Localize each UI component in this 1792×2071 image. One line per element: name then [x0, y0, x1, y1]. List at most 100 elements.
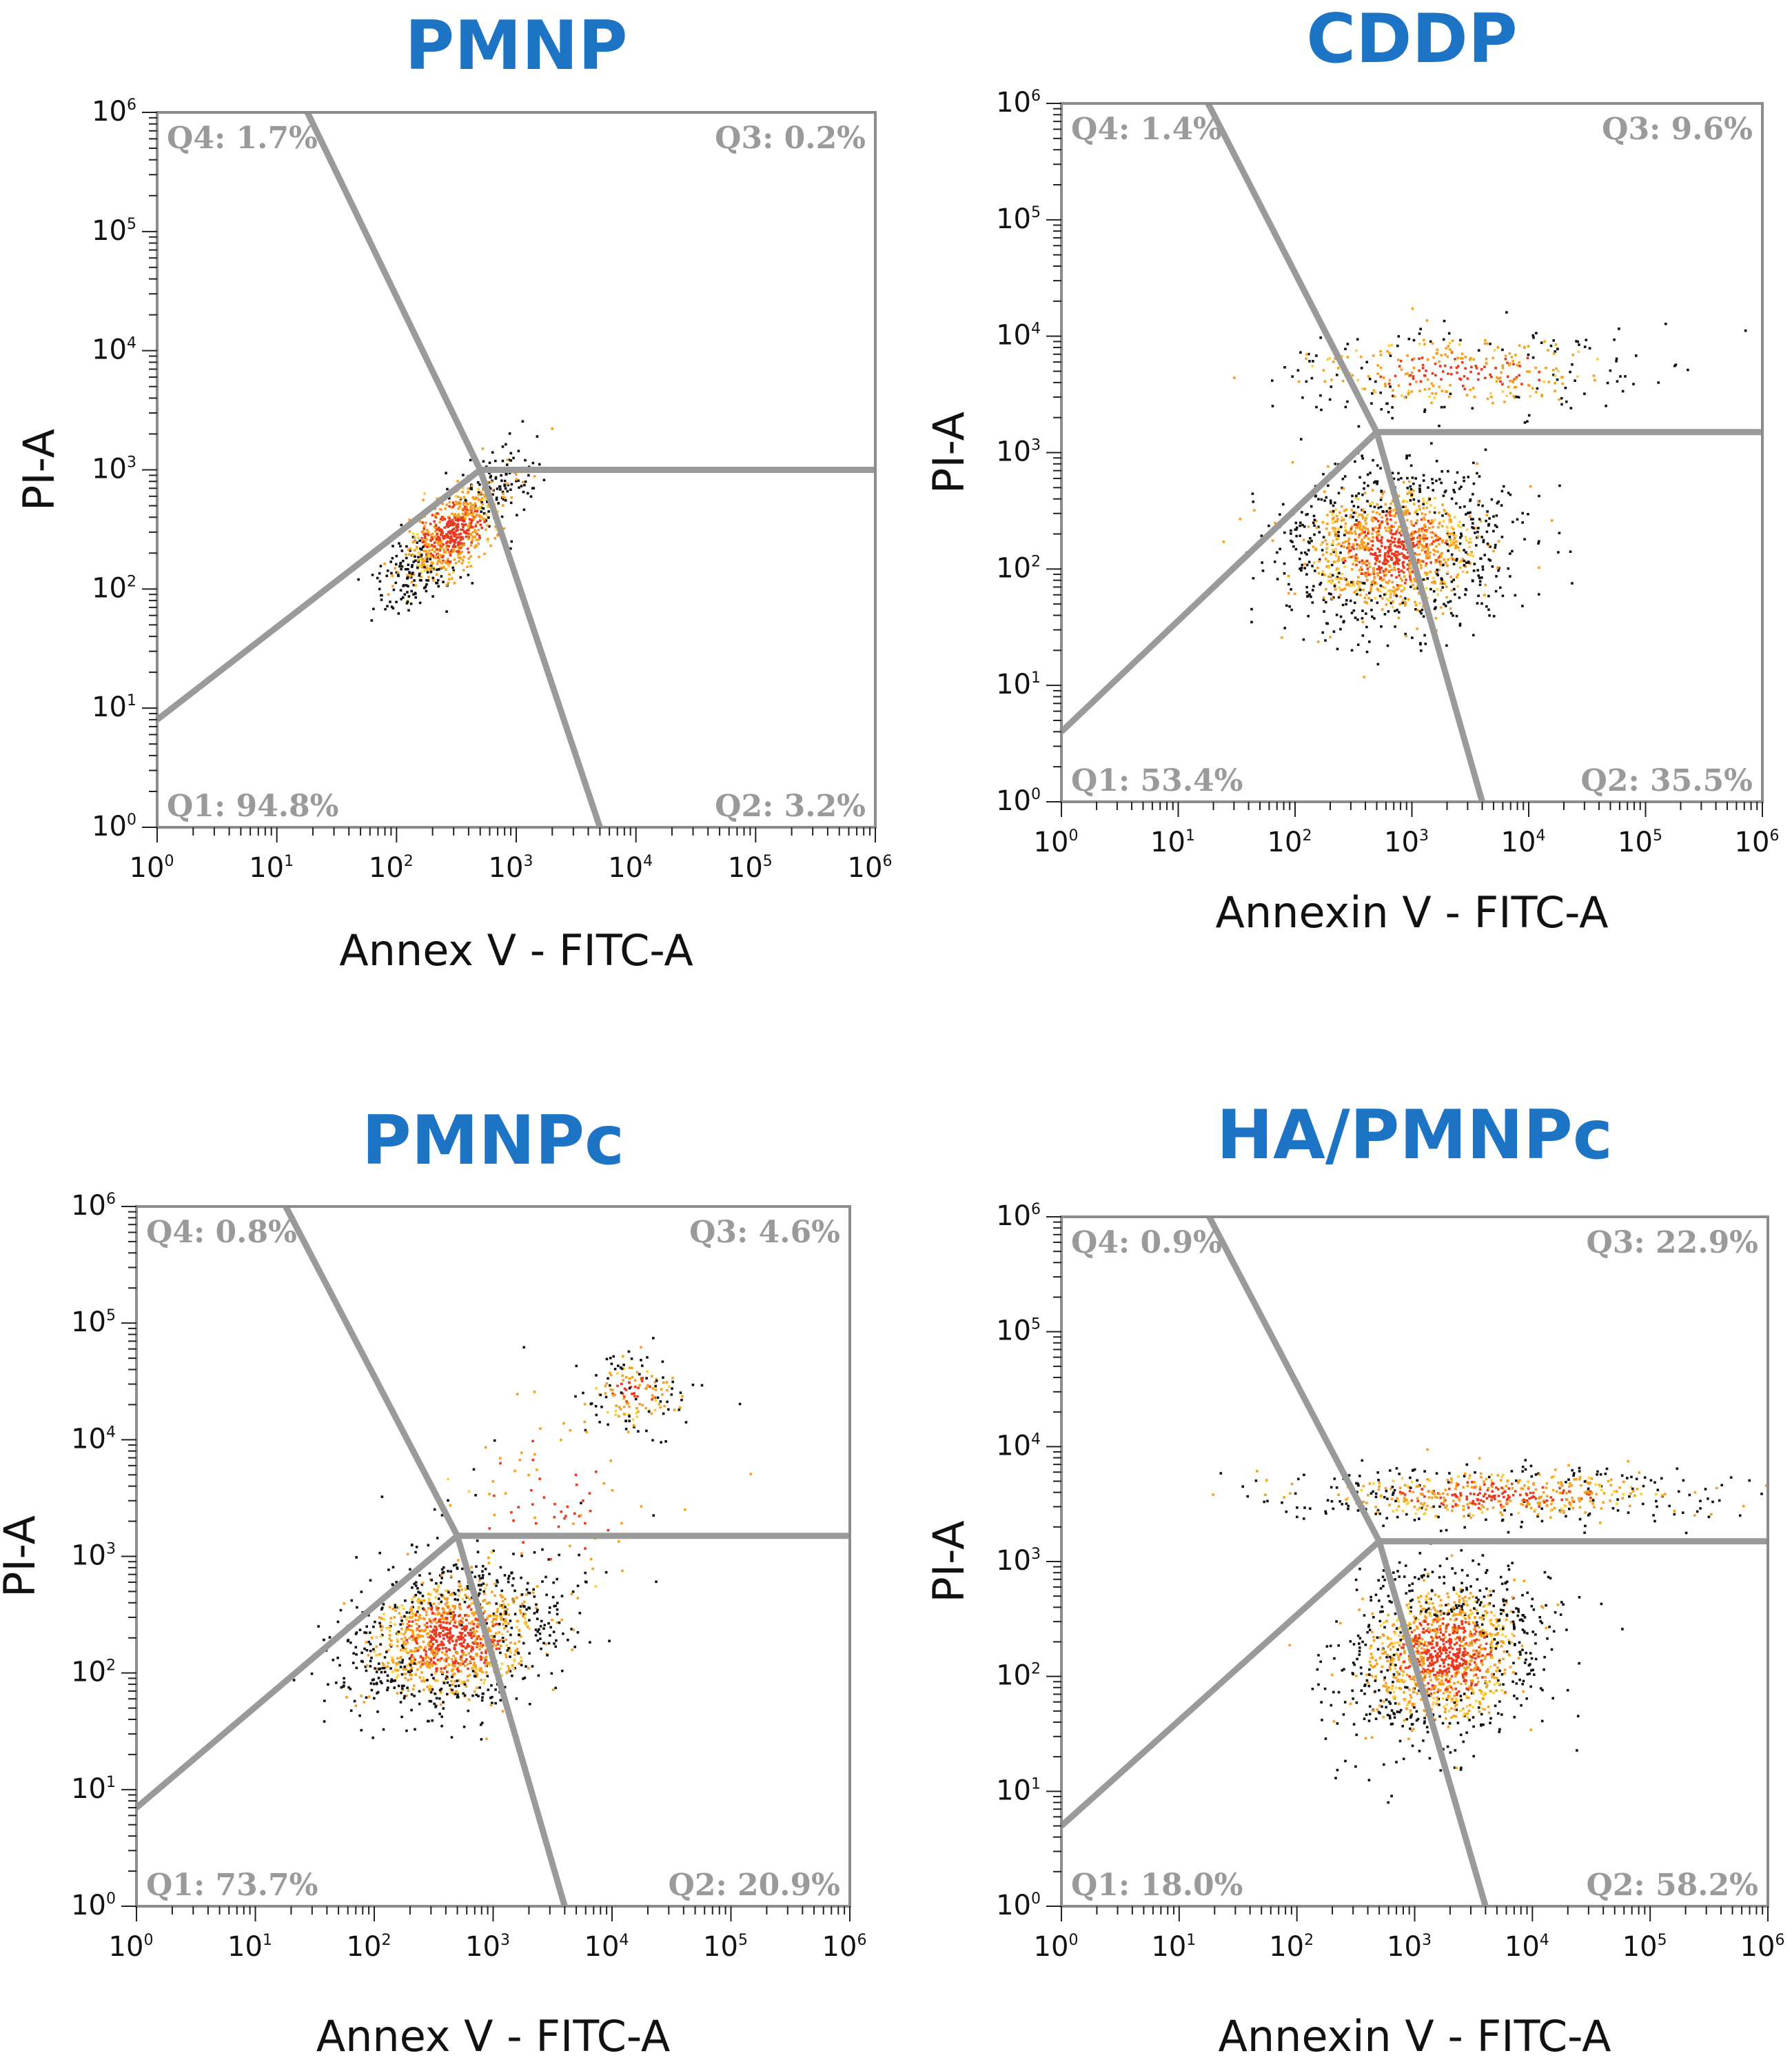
event-dot [376, 1710, 379, 1713]
event-dot [1389, 543, 1392, 546]
event-dot [1409, 575, 1412, 578]
event-dot [406, 1553, 409, 1556]
event-dot [352, 1652, 355, 1655]
event-dot [455, 1625, 458, 1628]
event-dot [474, 529, 476, 532]
event-dot [1485, 358, 1488, 361]
event-dot [480, 501, 483, 504]
event-dot [1374, 557, 1377, 560]
event-dot [1443, 319, 1446, 323]
event-dot [441, 1647, 445, 1650]
event-dot [1488, 614, 1491, 617]
event-dot [388, 1634, 391, 1637]
event-dot [1315, 405, 1318, 409]
event-dot [389, 1621, 392, 1624]
y-tick-exponent: 6 [127, 97, 136, 114]
event-dot [513, 1666, 516, 1670]
event-dot [1443, 338, 1445, 341]
event-dot [531, 1458, 535, 1462]
event-dot [468, 1605, 471, 1608]
event-dot [434, 1626, 438, 1628]
event-dot [447, 581, 450, 585]
event-dot [1419, 527, 1422, 531]
event-dot [515, 479, 518, 483]
event-dot [388, 1606, 391, 1608]
event-dot [1496, 376, 1498, 379]
event-dot [370, 1657, 373, 1659]
event-dot [1521, 605, 1524, 607]
event-dot [1390, 568, 1394, 572]
event-dot [482, 1582, 485, 1585]
event-dot [1317, 640, 1320, 643]
event-dot [1390, 574, 1393, 577]
event-dot [1423, 388, 1427, 391]
event-dot [1414, 600, 1416, 604]
event-dot [637, 1410, 640, 1413]
event-dot [547, 1622, 550, 1625]
event-dot [1374, 526, 1377, 529]
event-dot [1432, 589, 1436, 593]
event-dot [638, 1402, 641, 1406]
event-dot [365, 1631, 368, 1635]
event-dot [499, 1651, 502, 1655]
event-dot [654, 1388, 658, 1391]
event-dot [445, 541, 448, 545]
event-dot [618, 1406, 621, 1408]
event-dot [1445, 539, 1448, 542]
event-dot [451, 1593, 454, 1597]
event-dot [400, 1684, 404, 1688]
event-dot [398, 1612, 401, 1615]
event-dot [335, 1681, 338, 1684]
event-dot [1486, 397, 1489, 401]
event-dot [1409, 538, 1412, 541]
event-dot [1320, 1701, 1323, 1704]
event-dot [1431, 392, 1434, 395]
event-dot [472, 1468, 476, 1471]
event-dot [397, 1630, 400, 1633]
event-dot [1394, 563, 1396, 566]
event-dot [1352, 547, 1355, 551]
event-dot [367, 1654, 370, 1657]
event-dot [394, 1668, 397, 1670]
event-dot [455, 525, 458, 529]
event-dot [483, 521, 487, 523]
event-dot [622, 1355, 624, 1358]
event-dot [465, 506, 469, 509]
event-dot [1367, 549, 1371, 552]
event-dot [472, 518, 475, 521]
event-dot [1372, 458, 1374, 462]
event-dot [653, 1381, 657, 1384]
event-dot [1435, 572, 1438, 575]
event-dot [1540, 341, 1543, 344]
event-dot [476, 532, 478, 536]
event-dot [507, 1613, 511, 1616]
event-dot [479, 505, 482, 509]
event-dot [435, 1582, 438, 1585]
event-dot [417, 1597, 420, 1601]
event-dot [1487, 544, 1490, 547]
event-dot [1376, 511, 1378, 514]
event-dot [1538, 370, 1540, 374]
event-dot [469, 1655, 472, 1658]
event-dot [490, 481, 493, 483]
event-dot [454, 1605, 456, 1608]
chart-title: CDDP [1306, 0, 1517, 79]
event-dot [468, 518, 471, 521]
event-dot [462, 531, 466, 534]
event-dot [1428, 395, 1431, 398]
event-dot [401, 1659, 405, 1661]
event-dot [1371, 516, 1374, 519]
event-dot [1367, 562, 1371, 565]
event-dot [403, 593, 407, 596]
event-dot [1376, 557, 1379, 560]
event-dot [1374, 581, 1377, 585]
event-dot [1465, 394, 1469, 396]
event-dot [1394, 609, 1396, 613]
event-dot [1382, 571, 1385, 574]
event-dot [1438, 568, 1440, 572]
event-dot [680, 1398, 683, 1402]
event-dot [1529, 395, 1532, 398]
y-axis-label: PI-A [0, 1515, 45, 1597]
event-dot [474, 1664, 478, 1667]
event-dot [1365, 534, 1367, 537]
